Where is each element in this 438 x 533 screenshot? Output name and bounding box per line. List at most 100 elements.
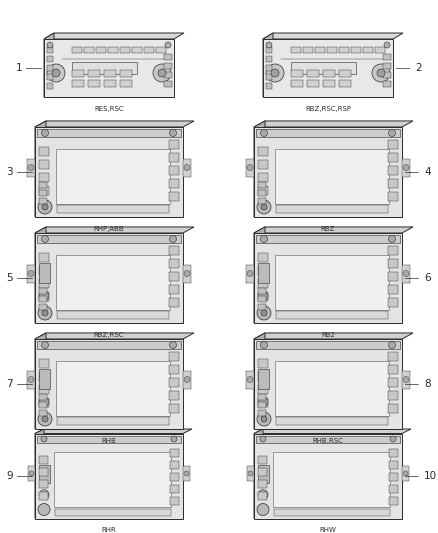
Polygon shape	[254, 227, 413, 233]
Polygon shape	[104, 80, 116, 87]
Polygon shape	[156, 47, 166, 53]
Polygon shape	[164, 72, 172, 78]
Polygon shape	[274, 508, 390, 515]
Circle shape	[28, 165, 34, 171]
Polygon shape	[120, 70, 132, 77]
Polygon shape	[258, 185, 268, 195]
Polygon shape	[254, 333, 413, 339]
Polygon shape	[39, 480, 48, 488]
Polygon shape	[258, 372, 268, 381]
Polygon shape	[258, 173, 268, 182]
Circle shape	[248, 471, 253, 476]
Polygon shape	[258, 468, 267, 476]
Polygon shape	[47, 65, 53, 71]
Polygon shape	[275, 149, 389, 204]
Polygon shape	[39, 159, 49, 168]
Polygon shape	[39, 292, 49, 301]
Polygon shape	[169, 378, 179, 387]
Text: RHP,ABB: RHP,ABB	[94, 226, 124, 232]
Polygon shape	[388, 378, 398, 387]
Text: 4: 4	[424, 167, 431, 177]
Circle shape	[258, 397, 268, 407]
Polygon shape	[39, 402, 47, 408]
Circle shape	[261, 310, 267, 316]
Polygon shape	[389, 461, 398, 469]
Polygon shape	[169, 365, 179, 374]
Polygon shape	[35, 127, 183, 217]
Polygon shape	[169, 272, 179, 281]
Circle shape	[47, 42, 53, 48]
Polygon shape	[402, 158, 410, 176]
Circle shape	[28, 376, 34, 383]
Polygon shape	[169, 246, 179, 255]
Polygon shape	[291, 62, 356, 74]
Polygon shape	[37, 341, 181, 349]
Polygon shape	[388, 272, 398, 281]
Circle shape	[266, 64, 284, 82]
Polygon shape	[169, 153, 179, 162]
Polygon shape	[375, 47, 385, 53]
Polygon shape	[57, 417, 169, 425]
Circle shape	[38, 412, 52, 426]
Polygon shape	[120, 47, 130, 53]
Circle shape	[39, 490, 49, 500]
Polygon shape	[170, 485, 179, 493]
Circle shape	[184, 271, 190, 277]
Text: RB2: RB2	[321, 332, 335, 338]
Polygon shape	[183, 264, 191, 282]
Circle shape	[261, 416, 267, 422]
Polygon shape	[258, 480, 267, 488]
Circle shape	[170, 130, 177, 136]
Circle shape	[257, 412, 271, 426]
Polygon shape	[169, 140, 179, 149]
Polygon shape	[339, 80, 351, 87]
Circle shape	[42, 416, 48, 422]
Circle shape	[29, 471, 34, 476]
Text: 7: 7	[7, 379, 13, 389]
Circle shape	[389, 236, 396, 243]
Circle shape	[403, 271, 409, 277]
Polygon shape	[388, 365, 398, 374]
Polygon shape	[275, 255, 389, 310]
Polygon shape	[35, 121, 194, 127]
Polygon shape	[402, 264, 410, 282]
Circle shape	[165, 42, 171, 48]
Polygon shape	[303, 47, 313, 53]
Polygon shape	[256, 129, 400, 137]
Polygon shape	[388, 140, 398, 149]
Circle shape	[403, 165, 409, 171]
Polygon shape	[254, 233, 402, 323]
Polygon shape	[258, 265, 268, 274]
Polygon shape	[266, 65, 272, 71]
Polygon shape	[258, 398, 268, 407]
Polygon shape	[246, 264, 254, 282]
Polygon shape	[254, 429, 263, 519]
Polygon shape	[266, 56, 272, 62]
Polygon shape	[132, 47, 142, 53]
Polygon shape	[39, 185, 49, 195]
Polygon shape	[254, 127, 402, 217]
Polygon shape	[258, 368, 269, 389]
Polygon shape	[273, 453, 390, 507]
Polygon shape	[144, 47, 154, 53]
Polygon shape	[35, 227, 194, 233]
Polygon shape	[39, 492, 48, 500]
Text: RHB,RSC: RHB,RSC	[313, 438, 343, 444]
Polygon shape	[363, 47, 373, 53]
Polygon shape	[388, 166, 398, 175]
Text: 10: 10	[424, 471, 437, 481]
Text: 2: 2	[415, 63, 422, 73]
Polygon shape	[383, 81, 391, 87]
Polygon shape	[388, 352, 398, 361]
Polygon shape	[120, 80, 132, 87]
Circle shape	[39, 291, 49, 301]
Polygon shape	[56, 255, 170, 310]
Polygon shape	[388, 246, 398, 255]
Polygon shape	[323, 70, 335, 77]
Polygon shape	[72, 62, 137, 74]
Polygon shape	[35, 333, 194, 339]
Polygon shape	[254, 121, 265, 217]
Polygon shape	[263, 33, 273, 97]
Circle shape	[42, 204, 48, 210]
Polygon shape	[35, 429, 192, 433]
